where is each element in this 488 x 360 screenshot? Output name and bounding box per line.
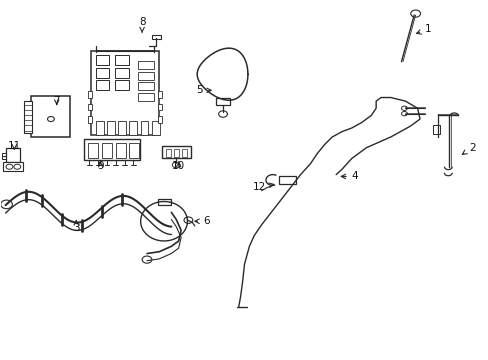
Circle shape	[142, 256, 152, 263]
Bar	[5, 148, 20, 162]
Bar	[88, 91, 92, 98]
Circle shape	[47, 117, 54, 122]
Bar	[88, 143, 98, 158]
Circle shape	[14, 164, 20, 169]
Circle shape	[6, 164, 13, 169]
Bar	[141, 121, 148, 135]
Text: 9: 9	[97, 161, 104, 171]
Bar	[129, 121, 137, 135]
Bar	[83, 139, 140, 160]
Text: 1: 1	[416, 24, 430, 35]
Text: 11: 11	[8, 141, 21, 151]
Bar	[116, 143, 125, 158]
Bar	[118, 121, 126, 135]
Circle shape	[218, 111, 227, 117]
Bar	[158, 199, 171, 205]
Bar	[152, 121, 159, 135]
Bar	[158, 91, 162, 98]
Bar	[91, 51, 159, 135]
Bar	[158, 116, 162, 123]
Text: 12: 12	[253, 182, 273, 192]
Text: 4: 4	[341, 171, 358, 181]
Bar	[115, 68, 129, 78]
Text: 8: 8	[139, 17, 145, 33]
Text: 2: 2	[462, 143, 474, 154]
Bar	[3, 162, 22, 171]
FancyBboxPatch shape	[432, 126, 439, 134]
Bar	[31, 96, 70, 137]
Bar	[96, 121, 103, 135]
Text: 3: 3	[73, 220, 80, 233]
Circle shape	[410, 10, 420, 17]
Circle shape	[0, 200, 12, 209]
Bar	[88, 104, 92, 110]
Text: 7: 7	[53, 96, 60, 106]
Circle shape	[401, 106, 407, 111]
Text: 5: 5	[196, 85, 211, 95]
Text: 6: 6	[195, 216, 209, 226]
Bar	[102, 143, 112, 158]
Circle shape	[172, 162, 180, 168]
Bar	[115, 55, 129, 65]
Bar	[115, 80, 129, 90]
Bar	[216, 98, 229, 105]
Bar	[161, 146, 190, 158]
Bar	[278, 176, 296, 184]
Bar	[107, 121, 115, 135]
Bar	[96, 80, 109, 90]
Bar	[138, 82, 154, 90]
Bar	[158, 104, 162, 110]
Bar	[138, 61, 154, 69]
Bar	[174, 149, 179, 157]
Text: 10: 10	[172, 161, 185, 171]
Bar	[88, 116, 92, 123]
Bar	[96, 55, 109, 65]
Bar	[129, 143, 139, 158]
Circle shape	[401, 112, 407, 116]
Bar	[182, 149, 186, 157]
Bar	[138, 72, 154, 80]
Bar	[152, 35, 160, 39]
Bar	[166, 149, 171, 157]
Bar	[24, 101, 32, 134]
Bar	[138, 93, 154, 101]
Circle shape	[183, 217, 192, 224]
Bar	[96, 68, 109, 78]
